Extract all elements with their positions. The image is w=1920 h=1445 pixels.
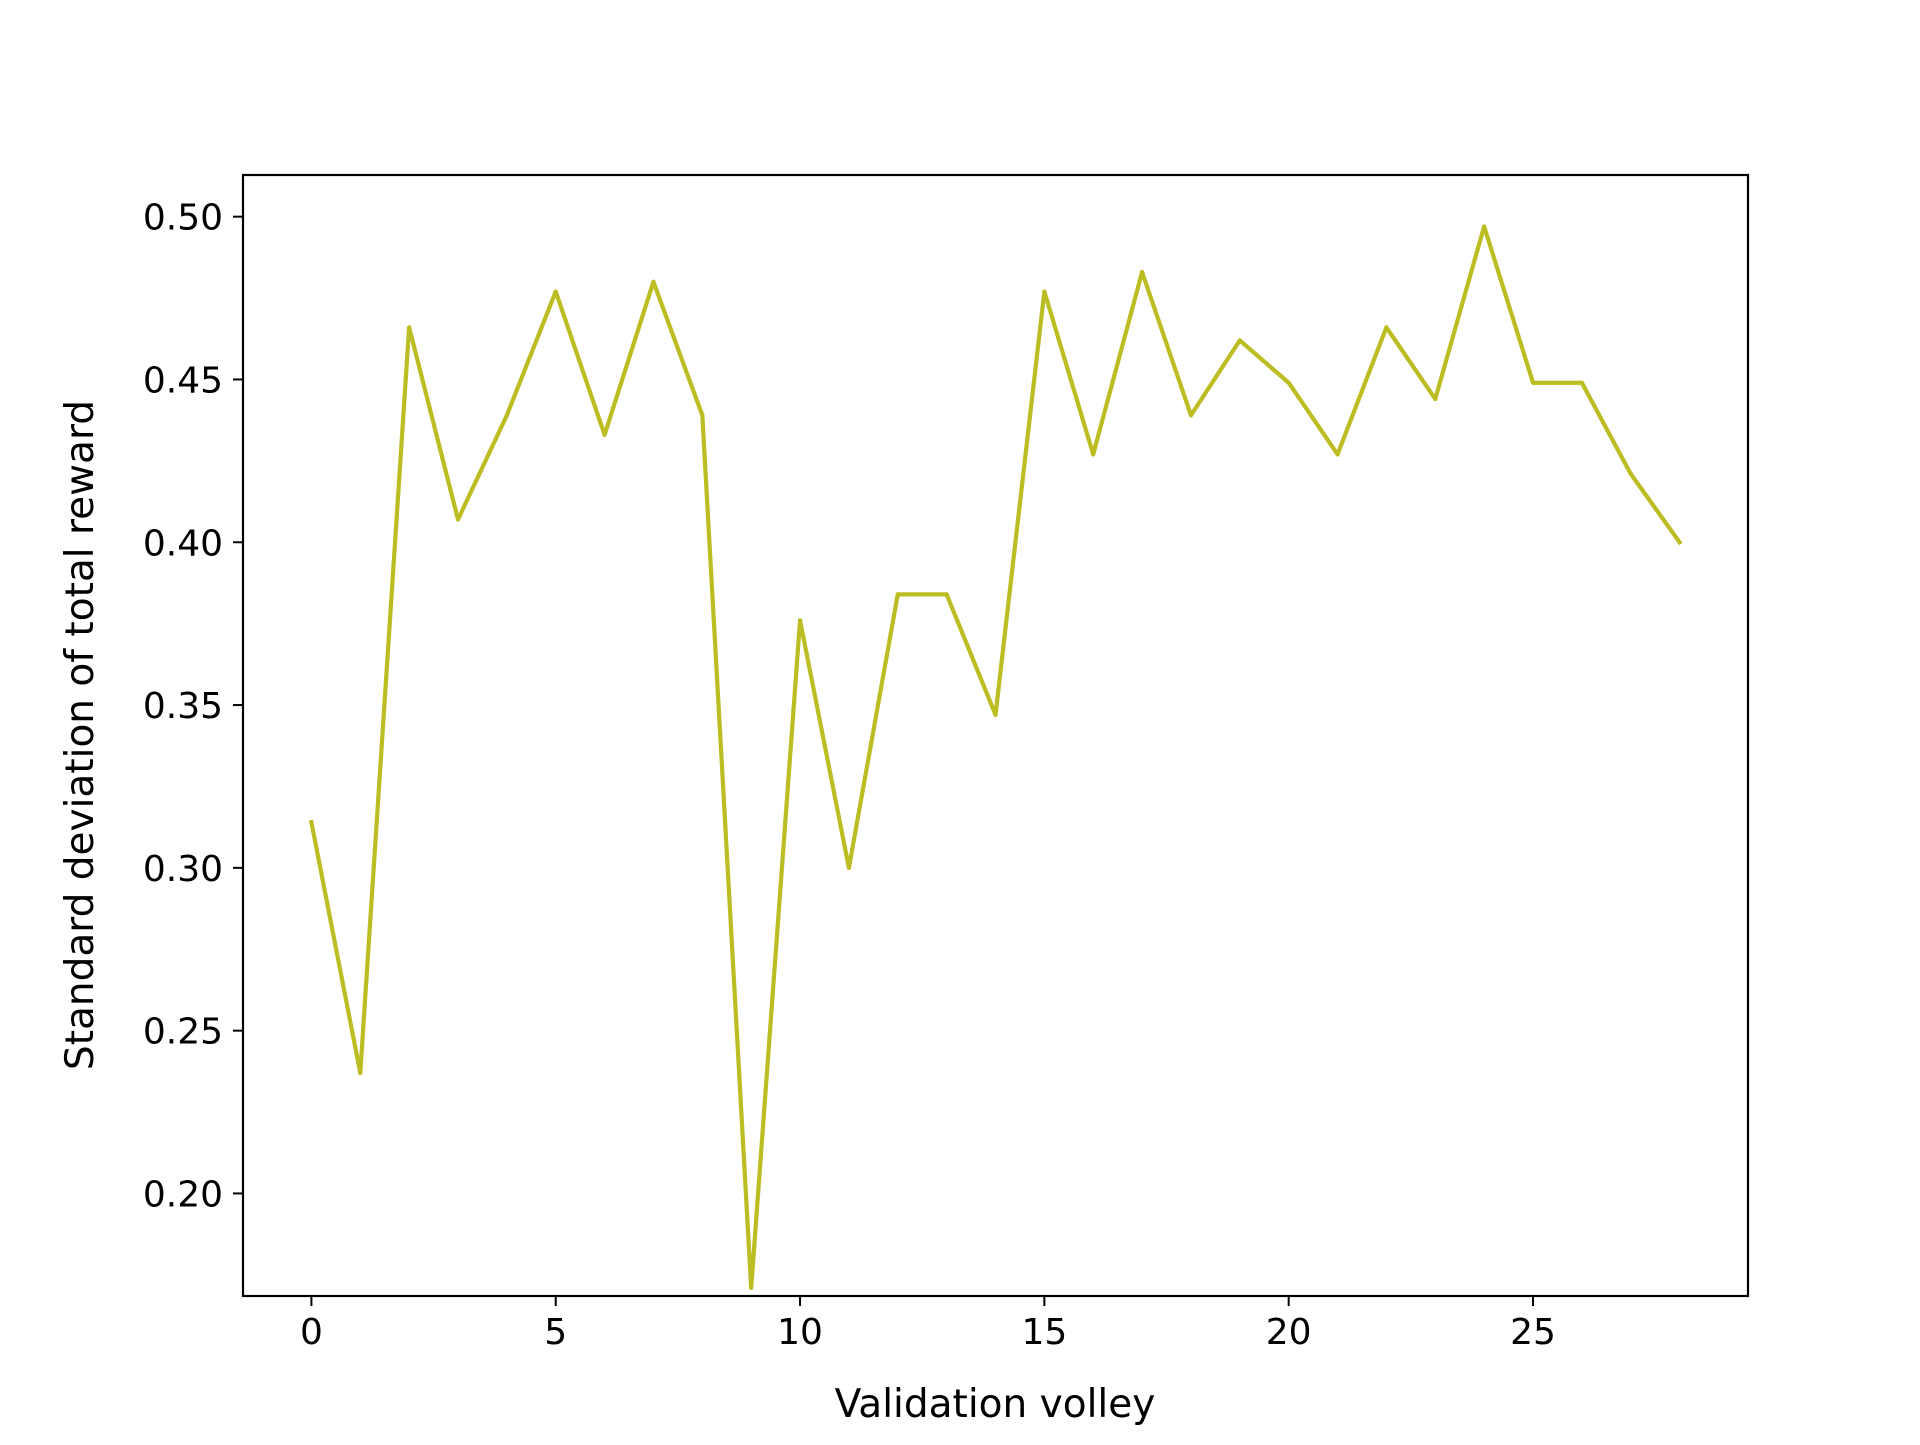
y-tick-label: 0.45 <box>143 360 223 401</box>
data-point <box>993 712 998 717</box>
data-point <box>1188 413 1194 418</box>
data-point <box>1530 380 1536 385</box>
x-tick-label: 10 <box>777 1312 823 1353</box>
y-tick-label: 0.30 <box>143 849 223 890</box>
data-point <box>1139 269 1145 275</box>
y-axis: 0.20 0.25 0.30 0.35 0.40 0.45 0.50 <box>143 198 243 1215</box>
y-tick-label: 0.35 <box>143 686 223 727</box>
data-point <box>1433 396 1438 402</box>
y-tick-label: 0.25 <box>143 1012 223 1053</box>
data-point <box>895 592 900 597</box>
data-point <box>553 289 558 294</box>
data-point <box>749 1285 754 1290</box>
y-tick-label: 0.40 <box>143 523 223 564</box>
y-tick-label: 0.50 <box>143 198 223 239</box>
data-point <box>602 432 607 437</box>
x-tick-label: 0 <box>300 1312 323 1353</box>
y-axis-label: Standard deviation of total reward <box>58 400 103 1070</box>
data-point <box>358 1070 363 1076</box>
x-axis: 0 5 10 15 20 25 <box>300 1296 1556 1353</box>
data-point <box>504 413 509 418</box>
data-point <box>1042 289 1047 294</box>
y-tick-label: 0.20 <box>143 1174 223 1215</box>
data-point <box>1091 452 1096 457</box>
data-point <box>1677 540 1682 545</box>
x-tick-label: 25 <box>1510 1312 1556 1353</box>
data-point <box>455 517 461 522</box>
data-point <box>407 325 412 330</box>
data-point <box>797 618 803 623</box>
data-point <box>1579 380 1584 385</box>
data-point <box>1482 224 1487 229</box>
x-tick-label: 5 <box>544 1312 567 1353</box>
data-point <box>1237 338 1242 343</box>
data-point <box>944 592 949 597</box>
data-point <box>651 279 656 284</box>
data-point <box>309 820 314 825</box>
data-point <box>1628 471 1633 476</box>
data-point <box>846 865 852 870</box>
x-tick-label: 20 <box>1266 1312 1312 1353</box>
data-point <box>1384 325 1389 330</box>
series-layer <box>308 224 1683 1290</box>
x-axis-label: Validation volley <box>835 1382 1156 1427</box>
data-point <box>1335 452 1340 457</box>
data-point <box>1286 380 1291 385</box>
plot-frame <box>241 173 1750 1298</box>
x-tick-label: 15 <box>1021 1312 1067 1353</box>
data-point <box>700 413 705 418</box>
